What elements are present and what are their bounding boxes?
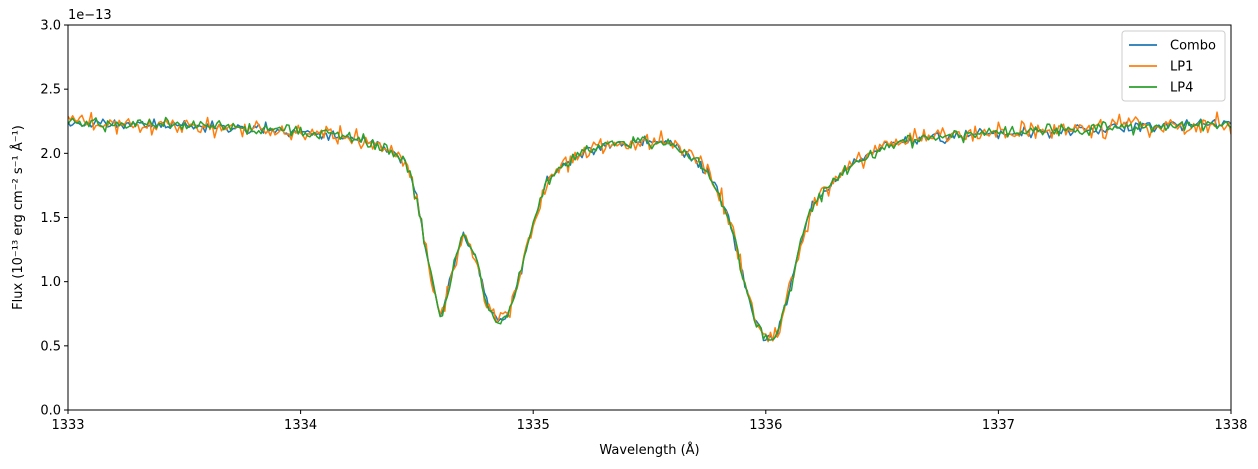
legend-label-lp4: LP4 [1170,81,1193,96]
y-tick-label: 0.0 [40,404,61,419]
y-tick-label: 2.0 [40,147,61,162]
series-layer [68,111,1231,343]
x-tick-label: 1336 [749,418,782,433]
x-tick-label: 1337 [982,418,1015,433]
legend-label-lp1: LP1 [1170,60,1193,75]
y-axis: 0.0 0.5 1.0 1.5 2.0 2.5 3.0 [40,19,68,419]
y-tick-label: 1.5 [40,211,61,226]
x-tick-label: 1335 [517,418,550,433]
offset-text: 1e−13 [68,8,112,23]
x-tick-label: 1333 [51,418,84,433]
x-tick-label: 1338 [1214,418,1247,433]
y-tick-label: 3.0 [40,19,61,34]
x-axis-label: Wavelength (Å) [599,442,699,458]
y-tick-label: 1.0 [40,275,61,290]
y-axis-label: Flux (10⁻¹³ erg cm⁻² s⁻¹ Å⁻¹) [10,125,26,310]
x-axis: 1333 1334 1335 1336 1337 1338 [51,410,1248,433]
legend-box [1121,30,1226,102]
y-tick-label: 2.5 [40,83,61,98]
y-tick-label: 0.5 [40,339,61,354]
x-tick-label: 1334 [284,418,317,433]
legend-label-combo: Combo [1170,39,1216,54]
series-line-lp4 [68,116,1231,341]
series-line-lp1 [68,111,1231,343]
plot-frame [67,24,1232,411]
series-line-combo [68,118,1231,342]
legend: Combo LP1 LP4 [1121,30,1226,102]
